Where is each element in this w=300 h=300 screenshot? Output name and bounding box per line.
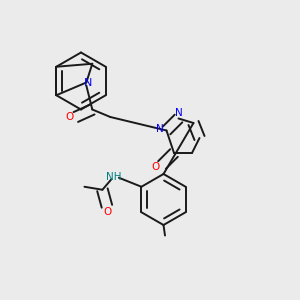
Text: N: N: [84, 77, 92, 88]
Text: O: O: [65, 112, 73, 122]
Text: N: N: [175, 108, 182, 118]
Text: N: N: [156, 124, 164, 134]
Text: O: O: [152, 161, 160, 172]
Text: NH: NH: [106, 172, 121, 182]
Text: O: O: [103, 207, 112, 217]
